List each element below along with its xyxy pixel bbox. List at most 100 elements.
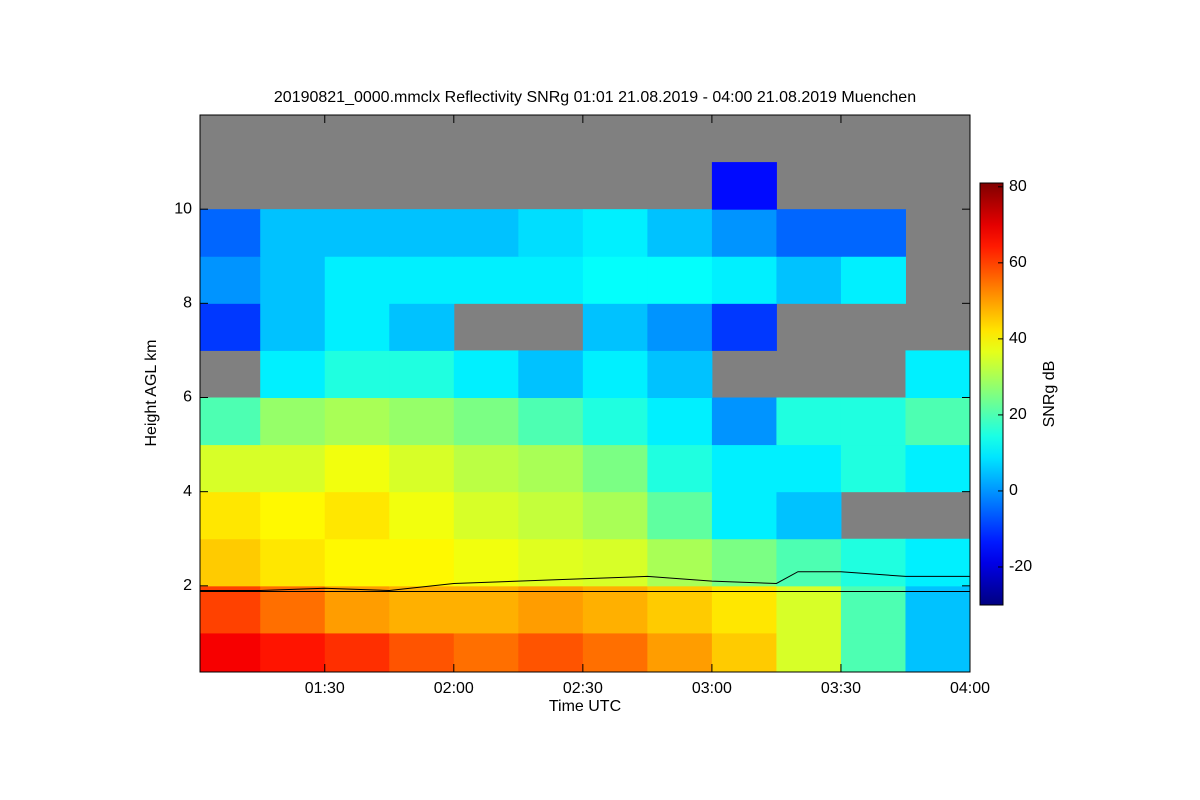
heatmap-cell — [324, 491, 390, 540]
heatmap-cell — [776, 256, 842, 304]
heatmap-cell — [518, 491, 584, 540]
heatmap-cell — [200, 538, 261, 587]
heatmap-cell — [776, 585, 842, 634]
heatmap-cell — [647, 303, 713, 351]
y-axis-label: Height AGL km — [143, 339, 160, 446]
heatmap-cell — [905, 397, 970, 446]
plot-frame — [199, 114, 971, 673]
heatmap-cell — [582, 632, 648, 672]
heatmap-cell — [711, 162, 777, 210]
y-tick-label: 8 — [183, 295, 192, 312]
heatmap-cell — [840, 585, 906, 634]
heatmap-cell — [582, 256, 648, 304]
chart-title: 20190821_0000.mmclx Reflectivity SNRg 01… — [274, 89, 916, 106]
heatmap-cell — [647, 491, 713, 540]
heatmap-cell — [905, 632, 970, 672]
heatmap-cell — [389, 397, 455, 446]
heatmap-cell — [905, 350, 970, 399]
heatmap-cell — [389, 350, 455, 399]
boundary-line — [200, 571, 970, 592]
x-tick-label: 03:00 — [692, 680, 732, 697]
heatmap-cell — [711, 209, 777, 257]
heatmap-cell — [453, 538, 519, 587]
heatmap-cell — [582, 538, 648, 587]
heatmap-cell — [260, 303, 326, 351]
heatmap-cell — [711, 256, 777, 304]
heatmap-cell — [200, 585, 261, 634]
heatmap-cell — [582, 491, 648, 540]
heatmap-cell — [260, 538, 326, 587]
heatmap-cell — [453, 350, 519, 399]
colorbar — [979, 182, 1004, 606]
heatmap-cell — [453, 209, 519, 257]
heatmap-cell — [840, 256, 906, 304]
y-tick-label: 6 — [183, 389, 192, 406]
heatmap-cell — [260, 350, 326, 399]
heatmap-cell — [840, 397, 906, 446]
heatmap-cell — [647, 585, 713, 634]
heatmap-cell — [711, 632, 777, 672]
heatmap-cell — [711, 303, 777, 351]
heatmap-cell — [453, 256, 519, 304]
heatmap-cell — [389, 585, 455, 634]
colorbar-tick-label: 0 — [1009, 482, 1018, 499]
heatmap-cell — [324, 303, 390, 351]
heatmap-cell — [582, 209, 648, 257]
colorbar-label: SNRg dB — [1041, 361, 1058, 428]
heatmap-cell — [260, 209, 326, 257]
heatmap-cell — [453, 585, 519, 634]
heatmap-cell — [200, 303, 261, 351]
heatmap-cell — [260, 632, 326, 672]
x-tick-label: 01:30 — [305, 680, 345, 697]
heatmap-cell — [324, 209, 390, 257]
heatmap-cell — [582, 350, 648, 399]
heatmap-cell — [324, 397, 390, 446]
heatmap-cell — [776, 444, 842, 493]
x-tick-label: 04:00 — [950, 680, 990, 697]
heatmap-cell — [776, 209, 842, 257]
y-tick-label: 4 — [183, 483, 192, 500]
heatmap-cell — [518, 538, 584, 587]
colorbar-tick-label: 80 — [1009, 178, 1027, 195]
heatmap-cell — [776, 491, 842, 540]
heatmap-cell — [711, 538, 777, 587]
heatmap-cell — [200, 444, 261, 493]
heatmap-cell — [518, 444, 584, 493]
heatmap-cell — [260, 444, 326, 493]
heatmap-cell — [389, 256, 455, 304]
colorbar-tick-label: 40 — [1009, 330, 1027, 347]
heatmap-cell — [647, 397, 713, 446]
heatmap-cell — [453, 397, 519, 446]
plot-area — [200, 115, 970, 672]
heatmap-cell — [518, 256, 584, 304]
heatmap-cell — [776, 538, 842, 587]
heatmap-cell — [518, 632, 584, 672]
x-axis-label: Time UTC — [549, 698, 621, 715]
heatmap-cell — [453, 491, 519, 540]
heatmap-cell — [389, 538, 455, 587]
heatmap-cell — [776, 397, 842, 446]
heatmap-cell — [324, 444, 390, 493]
heatmap-cell — [840, 538, 906, 587]
heatmap-cell — [200, 632, 261, 672]
heatmap-cell — [260, 397, 326, 446]
x-tick-label: 03:30 — [821, 680, 861, 697]
heatmap-cell — [200, 209, 261, 257]
heatmap-cell — [518, 397, 584, 446]
heatmap-cell — [647, 256, 713, 304]
colorbar-tick-label: 20 — [1009, 406, 1027, 423]
heatmap-cell — [647, 350, 713, 399]
heatmap-cell — [840, 209, 906, 257]
heatmap-cell — [200, 256, 261, 304]
heatmap-cell — [518, 209, 584, 257]
heatmap-cell — [518, 585, 584, 634]
heatmap-cell — [389, 632, 455, 672]
colorbar-tick-label: -20 — [1009, 558, 1032, 575]
heatmap-cell — [711, 491, 777, 540]
y-tick-label: 2 — [183, 577, 192, 594]
heatmap-cell — [905, 538, 970, 587]
heatmap-cell — [711, 444, 777, 493]
heatmap-cell — [389, 444, 455, 493]
heatmap-cell — [647, 209, 713, 257]
